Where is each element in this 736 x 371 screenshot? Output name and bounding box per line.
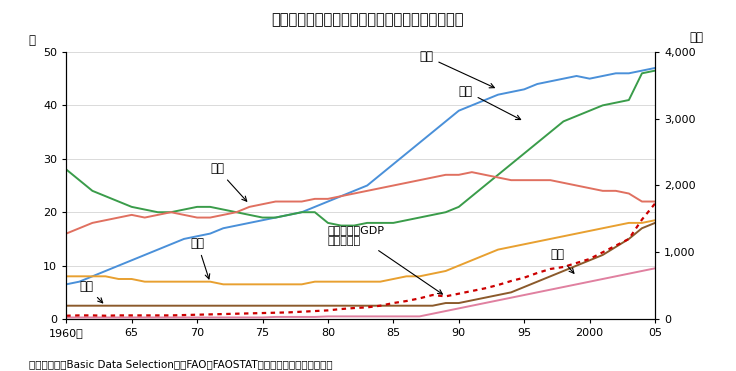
- Text: １人当たりGDP
（右目盛）: １人当たりGDP （右目盛）: [328, 225, 442, 294]
- Text: 野菜: 野菜: [459, 85, 520, 119]
- Text: 豚肉: 豚肉: [420, 50, 495, 88]
- Text: 鶏肉: 鶏肉: [191, 237, 210, 279]
- Text: ％: ％: [28, 34, 35, 47]
- Text: 穀物: 穀物: [210, 162, 247, 201]
- Text: 資料：国連「Basic Data Selection」、FAO「FAOSTAT」を基に農林水産省で作成: 資料：国連「Basic Data Selection」、FAO「FAOSTAT」…: [29, 359, 333, 369]
- Text: 牛肉: 牛肉: [551, 247, 574, 273]
- Text: 図１－７　世界の食料消費量に占める中国の割合: 図１－７ 世界の食料消費量に占める中国の割合: [272, 12, 464, 27]
- Text: 果物: 果物: [79, 280, 103, 303]
- Y-axis label: ドル: ドル: [689, 31, 704, 44]
